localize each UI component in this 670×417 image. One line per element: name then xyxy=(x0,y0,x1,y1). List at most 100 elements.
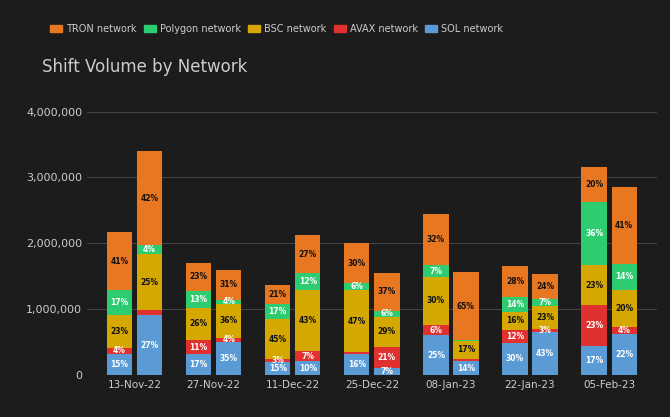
Text: 17%: 17% xyxy=(190,360,208,369)
Text: 4%: 4% xyxy=(222,297,235,306)
Bar xyxy=(423,214,449,266)
Bar xyxy=(533,329,557,332)
Text: 3%: 3% xyxy=(539,326,551,335)
Text: 12%: 12% xyxy=(299,277,317,286)
Bar xyxy=(423,277,449,325)
Legend: TRON network, Polygon network, BSC network, AVAX network, SOL network: TRON network, Polygon network, BSC netwo… xyxy=(46,20,507,38)
Bar xyxy=(344,290,369,352)
Text: 25%: 25% xyxy=(141,278,159,287)
Text: 23%: 23% xyxy=(536,313,554,322)
Text: 42%: 42% xyxy=(141,193,159,203)
Bar xyxy=(375,368,399,375)
Bar xyxy=(533,299,557,306)
Bar xyxy=(265,285,290,304)
Bar xyxy=(582,202,607,265)
Text: 45%: 45% xyxy=(269,335,287,344)
Text: 6%: 6% xyxy=(350,282,363,291)
Bar xyxy=(265,362,290,375)
Text: 4%: 4% xyxy=(618,326,630,335)
Text: 36%: 36% xyxy=(585,229,603,238)
Bar xyxy=(216,300,241,304)
Bar xyxy=(216,342,241,375)
Text: 37%: 37% xyxy=(378,287,396,296)
Bar xyxy=(502,329,528,343)
Text: 36%: 36% xyxy=(220,317,238,325)
Text: 7%: 7% xyxy=(429,266,442,276)
Text: 15%: 15% xyxy=(111,360,129,369)
Bar xyxy=(582,265,607,305)
Text: 23%: 23% xyxy=(585,281,603,290)
Bar xyxy=(533,332,557,375)
Bar xyxy=(265,359,290,362)
Text: 21%: 21% xyxy=(378,353,396,362)
Bar xyxy=(612,290,636,327)
Text: 6%: 6% xyxy=(429,326,442,334)
Text: 4%: 4% xyxy=(113,347,126,355)
Text: 17%: 17% xyxy=(585,356,603,365)
Text: 43%: 43% xyxy=(299,316,317,325)
Bar xyxy=(137,151,162,245)
Bar xyxy=(375,273,399,311)
Bar xyxy=(582,167,607,202)
Text: 20%: 20% xyxy=(585,180,603,189)
Text: 23%: 23% xyxy=(111,327,129,336)
Text: 41%: 41% xyxy=(615,221,633,230)
Bar xyxy=(137,315,162,375)
Bar xyxy=(375,311,399,317)
Bar xyxy=(344,244,369,283)
Bar xyxy=(612,327,636,334)
Text: 20%: 20% xyxy=(615,304,633,313)
Text: 14%: 14% xyxy=(615,272,633,281)
Text: 7%: 7% xyxy=(539,298,551,306)
Bar xyxy=(107,348,132,354)
Text: 14%: 14% xyxy=(457,364,475,372)
Bar xyxy=(344,283,369,290)
Bar xyxy=(502,343,528,375)
Text: 4%: 4% xyxy=(143,245,156,254)
Bar xyxy=(454,341,478,359)
Bar xyxy=(612,264,636,290)
Text: 30%: 30% xyxy=(427,296,445,306)
Bar xyxy=(186,354,211,375)
Text: 23%: 23% xyxy=(585,321,603,330)
Bar xyxy=(502,312,528,329)
Bar xyxy=(612,334,636,375)
Text: 22%: 22% xyxy=(615,350,633,359)
Text: 47%: 47% xyxy=(348,317,366,326)
Bar xyxy=(137,245,162,254)
Bar xyxy=(344,354,369,375)
Text: 17%: 17% xyxy=(457,345,475,354)
Bar xyxy=(137,310,162,315)
Bar xyxy=(107,231,132,291)
Text: 15%: 15% xyxy=(269,364,287,373)
Bar xyxy=(533,306,557,329)
Text: 3%: 3% xyxy=(271,356,284,365)
Bar xyxy=(186,308,211,340)
Text: 29%: 29% xyxy=(378,327,396,336)
Bar xyxy=(295,361,320,375)
Bar xyxy=(107,354,132,375)
Bar xyxy=(216,338,241,342)
Text: 43%: 43% xyxy=(536,349,554,358)
Bar xyxy=(423,335,449,375)
Bar xyxy=(423,325,449,335)
Bar xyxy=(186,340,211,354)
Bar xyxy=(344,352,369,354)
Text: 35%: 35% xyxy=(220,354,238,363)
Text: 16%: 16% xyxy=(348,360,366,369)
Bar xyxy=(295,273,320,290)
Bar xyxy=(295,351,320,361)
Text: 7%: 7% xyxy=(381,367,393,376)
Bar xyxy=(216,270,241,300)
Bar xyxy=(502,297,528,312)
Text: 21%: 21% xyxy=(269,290,287,299)
Text: 31%: 31% xyxy=(220,281,238,289)
Text: 28%: 28% xyxy=(506,277,524,286)
Text: 12%: 12% xyxy=(506,332,524,341)
Text: 24%: 24% xyxy=(536,282,554,291)
Bar xyxy=(533,274,557,299)
Bar xyxy=(612,188,636,264)
Text: 17%: 17% xyxy=(111,298,129,307)
Text: 16%: 16% xyxy=(506,317,524,325)
Bar xyxy=(454,359,478,361)
